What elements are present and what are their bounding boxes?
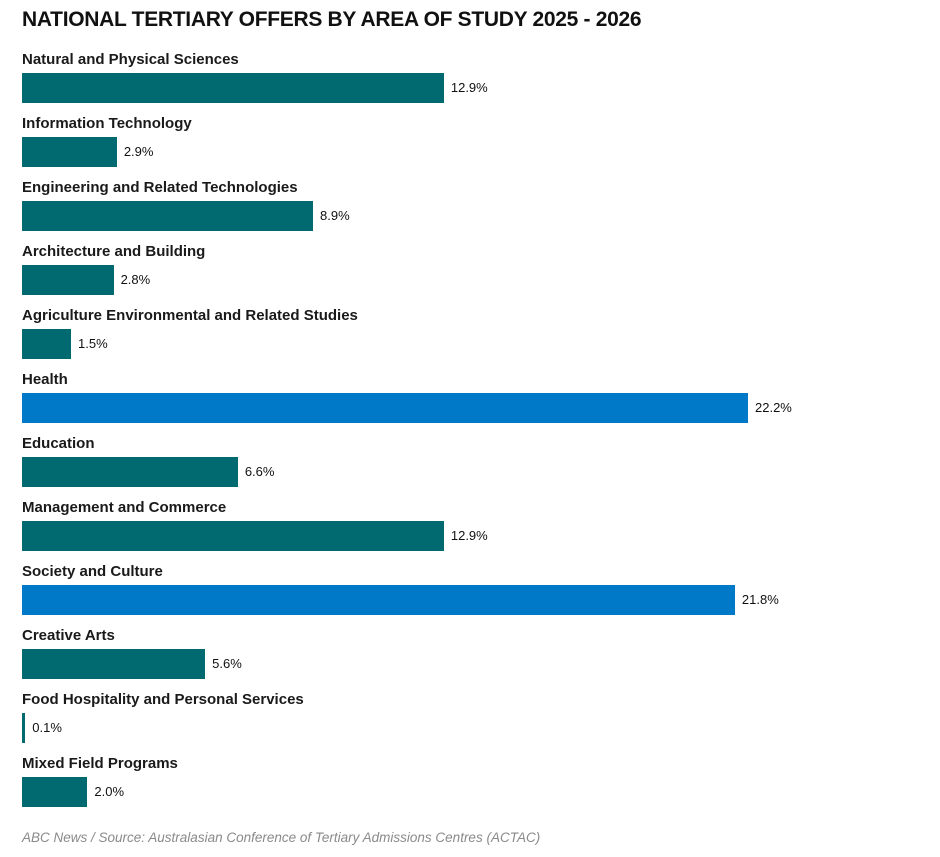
bar-row: Education 6.6%	[22, 435, 922, 499]
value-label: 12.9%	[450, 528, 488, 543]
value-label: 2.9%	[123, 144, 154, 159]
bar-row: Health 22.2%	[22, 371, 922, 435]
category-label: Engineering and Related Technologies	[22, 179, 298, 196]
category-label: Mixed Field Programs	[22, 755, 178, 772]
bar	[22, 649, 206, 679]
bar	[22, 585, 735, 615]
chart-title: NATIONAL TERTIARY OFFERS BY AREA OF STUD…	[22, 8, 642, 31]
bar-row: Information Technology 2.9%	[22, 115, 922, 179]
bar	[22, 713, 26, 743]
bar	[22, 265, 114, 295]
category-label: Management and Commerce	[22, 499, 227, 516]
value-label: 6.6%	[244, 464, 275, 479]
bar-row: Agriculture Environmental and Related St…	[22, 307, 922, 371]
bar-row: Mixed Field Programs 2.0%	[22, 755, 922, 819]
category-label: Society and Culture	[22, 563, 163, 580]
category-label: Agriculture Environmental and Related St…	[22, 307, 358, 324]
category-label: Health	[22, 371, 68, 388]
bar-row: Creative Arts 5.6%	[22, 627, 922, 691]
bar-row: Engineering and Related Technologies 8.9%	[22, 179, 922, 243]
value-label: 12.9%	[450, 80, 488, 95]
value-label: 2.8%	[120, 272, 151, 287]
bar-row: Food Hospitality and Personal Services 0.…	[22, 691, 922, 755]
value-label: 22.2%	[755, 400, 792, 415]
value-label: 21.8%	[741, 592, 779, 607]
bar	[22, 521, 444, 551]
value-label: 2.0%	[94, 784, 125, 799]
bar	[22, 201, 314, 231]
category-label: Food Hospitality and Personal Services	[22, 691, 304, 708]
category-label: Creative Arts	[22, 627, 115, 644]
value-label: 0.1%	[32, 720, 62, 735]
category-label: Natural and Physical Sciences	[22, 51, 239, 68]
bar	[22, 393, 748, 423]
bar	[22, 73, 444, 103]
bar-row: Natural and Physical Sciences 12.9%	[22, 51, 922, 115]
value-label: 5.6%	[212, 656, 242, 671]
bar-row: Management and Commerce 12.9%	[22, 499, 922, 563]
value-label: 8.9%	[320, 208, 350, 223]
category-label: Information Technology	[22, 115, 192, 132]
value-label: 1.5%	[78, 336, 108, 351]
bar	[22, 457, 238, 487]
bar	[22, 329, 72, 359]
bar	[22, 137, 117, 167]
bar-row: Architecture and Building 2.8%	[22, 243, 922, 307]
bar	[22, 777, 88, 807]
bar-row: Society and Culture 21.8%	[22, 563, 922, 627]
category-label: Architecture and Building	[22, 243, 206, 260]
source-note: ABC News / Source: Australasian Conferen…	[22, 830, 541, 845]
category-label: Education	[22, 435, 95, 452]
